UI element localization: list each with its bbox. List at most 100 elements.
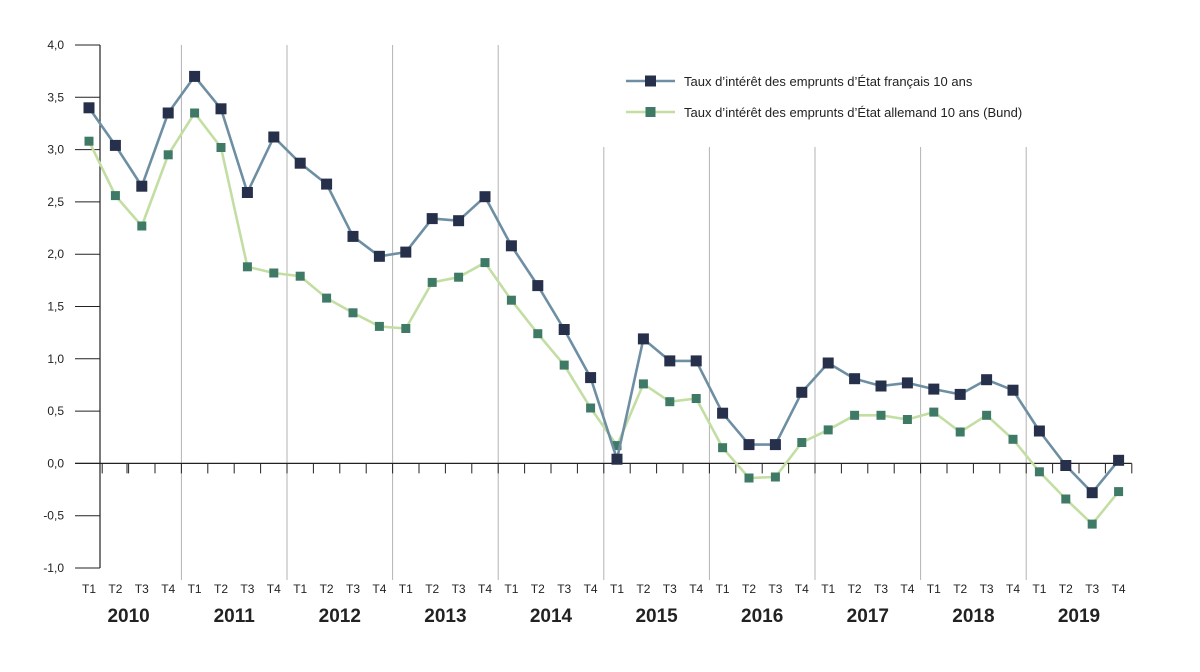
quarter-label: T1: [293, 582, 307, 596]
data-point: [876, 410, 886, 420]
quarter-label: T1: [1032, 582, 1046, 596]
quarter-label: T1: [610, 582, 624, 596]
data-point: [611, 453, 623, 465]
legend-marker-0: [645, 75, 656, 87]
quarter-label: T4: [1112, 582, 1126, 596]
data-point: [718, 443, 728, 453]
y-tick-label: 0,5: [47, 404, 64, 418]
data-point: [982, 410, 992, 420]
data-point: [690, 355, 702, 367]
data-point: [453, 215, 465, 227]
data-point: [84, 136, 94, 146]
data-point: [136, 180, 148, 192]
quarter-label: T1: [399, 582, 413, 596]
data-point: [902, 415, 912, 424]
data-point: [928, 383, 940, 395]
legend-marker-1: [645, 107, 656, 117]
quarter-label: T2: [1059, 582, 1073, 596]
year-label: 2013: [424, 606, 466, 627]
data-point: [1114, 487, 1124, 497]
data-point: [929, 407, 939, 417]
data-point: [744, 473, 754, 483]
data-point: [849, 373, 861, 385]
legend-label-1: Taux d’intérêt des emprunts d’État allem…: [684, 105, 1022, 120]
data-point: [216, 143, 226, 152]
data-point: [83, 102, 95, 114]
quarter-label: T2: [848, 582, 862, 596]
data-point: [797, 438, 807, 447]
quarter-label: T1: [927, 582, 941, 596]
quarter-label: T3: [1085, 582, 1099, 596]
quarter-label: T3: [663, 582, 677, 596]
quarter-label: T4: [795, 582, 809, 596]
data-point: [400, 246, 412, 258]
data-point: [796, 386, 808, 398]
quarter-label: T4: [584, 582, 598, 596]
y-tick-label: 1,5: [47, 300, 64, 314]
data-point: [586, 403, 596, 413]
quarter-label: T2: [214, 582, 228, 596]
year-label: 2011: [214, 606, 256, 627]
quarter-label: T4: [1006, 582, 1020, 596]
data-point: [347, 230, 359, 242]
data-point: [1034, 467, 1044, 477]
quarter-label: T1: [821, 582, 835, 596]
data-point: [1113, 454, 1125, 466]
data-point: [850, 410, 860, 420]
data-point: [294, 157, 306, 169]
data-point: [401, 324, 411, 333]
quarter-label: T2: [953, 582, 967, 596]
y-tick-label: 3,0: [47, 143, 64, 157]
data-point: [190, 108, 200, 118]
data-point: [110, 191, 120, 201]
series-layer: [83, 70, 1125, 529]
data-point: [1008, 434, 1018, 444]
quarter-label: T3: [874, 582, 888, 596]
data-point: [559, 360, 569, 370]
data-point: [163, 150, 173, 160]
series-line-1: [87, 111, 1120, 526]
data-point: [189, 70, 201, 82]
y-tick-label: 3,5: [47, 90, 64, 104]
axes: [75, 44, 1133, 569]
data-point: [1086, 487, 1098, 499]
data-point: [665, 397, 675, 407]
data-point: [558, 324, 570, 335]
quarter-label: T2: [636, 582, 650, 596]
data-point: [612, 441, 622, 451]
data-point: [955, 427, 965, 437]
quarter-label: T1: [504, 582, 518, 596]
quarter-label: T3: [768, 582, 782, 596]
data-point: [532, 280, 544, 292]
series-line-0: [87, 75, 1120, 495]
year-label: 2018: [952, 606, 994, 627]
data-point: [215, 103, 227, 115]
quarter-label: T4: [900, 582, 914, 596]
quarter-label: T2: [108, 582, 122, 596]
data-point: [743, 439, 755, 451]
data-point: [454, 272, 464, 282]
year-label: 2014: [530, 606, 573, 627]
data-point: [1007, 384, 1019, 396]
data-point: [427, 277, 437, 287]
data-point: [901, 377, 913, 389]
data-point: [822, 357, 834, 369]
quarter-label: T3: [346, 582, 360, 596]
y-tick-label: 4,0: [47, 38, 64, 52]
data-point: [1061, 494, 1071, 504]
data-point: [348, 308, 358, 318]
quarter-label: T1: [82, 582, 96, 596]
quarter-label: T2: [425, 582, 439, 596]
y-tick-label: 1,0: [47, 352, 64, 366]
year-label: 2012: [319, 606, 361, 627]
quarter-label: T2: [742, 582, 756, 596]
y-tick-label: -1,0: [43, 561, 64, 575]
data-point: [241, 187, 253, 198]
data-point: [162, 107, 174, 119]
data-point: [823, 425, 833, 435]
quarter-label: T1: [716, 582, 730, 596]
year-label: 2015: [635, 606, 678, 627]
quarter-label: T4: [161, 582, 175, 596]
